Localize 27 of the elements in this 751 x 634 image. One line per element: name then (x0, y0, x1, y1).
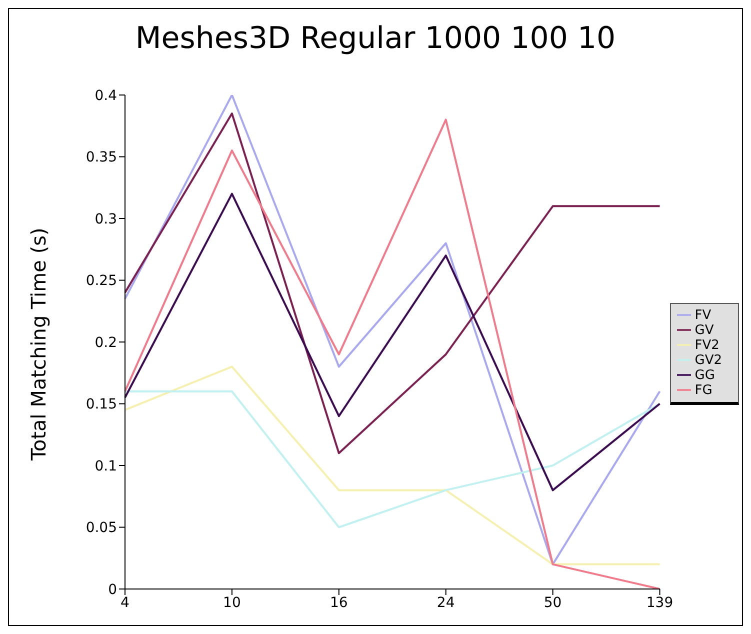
y-tick-label: 0.4 (94, 88, 118, 104)
legend-label: GG (694, 368, 715, 383)
y-tick-label: 0.15 (86, 396, 117, 413)
legend-label: GV2 (694, 353, 722, 368)
y-tick-label: 0.1 (94, 458, 117, 474)
y-axis-title: Total Matching Time (s) (26, 228, 50, 460)
y-tick-label: 0.2 (94, 334, 117, 351)
x-tick-label: 4 (120, 594, 130, 611)
legend-label: FV (694, 308, 712, 323)
y-tick-label: 0.35 (86, 150, 117, 166)
line-series (124, 366, 661, 566)
x-tick-label: 10 (223, 594, 241, 611)
line-series (124, 192, 661, 492)
legend-label: FG (694, 383, 712, 398)
line-series (124, 112, 661, 454)
x-tick-label: 24 (436, 594, 455, 611)
y-tick-label: 0.25 (86, 273, 117, 290)
y-tick-label: 0.05 (86, 520, 117, 536)
y-tick-label: 0 (108, 582, 117, 598)
x-tick-label: 139 (646, 594, 674, 611)
line-series (124, 390, 661, 528)
legend-label: GV (694, 323, 714, 338)
x-tick-label: 16 (330, 594, 348, 611)
chart-title: Meshes3D Regular 1000 100 10 (134, 21, 617, 58)
y-tick-label: 0.3 (94, 211, 117, 228)
x-tick-label: 50 (544, 594, 562, 611)
legend-label: FV2 (694, 338, 720, 353)
